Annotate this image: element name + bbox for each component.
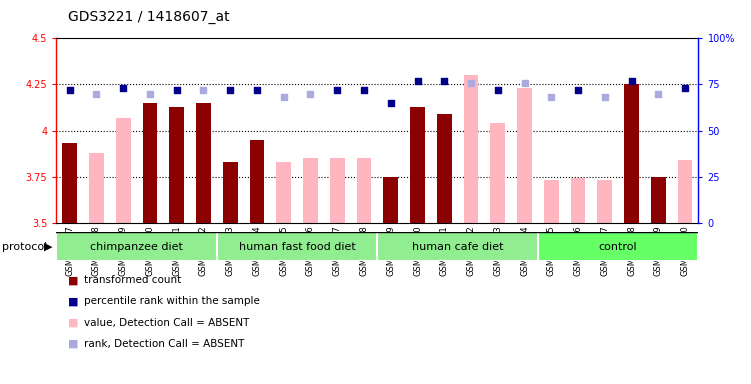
Text: protocol: protocol [2, 242, 47, 252]
Point [545, 94, 557, 101]
Point [117, 85, 129, 91]
Text: transformed count: transformed count [84, 275, 181, 285]
Point [412, 78, 424, 84]
Bar [463, 75, 478, 223]
Point [572, 87, 584, 93]
Point [492, 87, 504, 93]
Bar [249, 140, 264, 223]
Point [170, 87, 182, 93]
Point [626, 78, 638, 84]
Bar [276, 162, 291, 223]
Point [518, 79, 530, 86]
Bar [62, 144, 77, 223]
Text: human fast food diet: human fast food diet [239, 242, 355, 252]
Bar [544, 180, 559, 223]
Bar [437, 114, 451, 223]
Text: chimpanzee diet: chimpanzee diet [90, 242, 183, 252]
Point [198, 87, 210, 93]
Bar [170, 107, 184, 223]
Bar [377, 232, 538, 261]
Point [679, 85, 691, 91]
Bar [384, 177, 398, 223]
Bar [89, 153, 104, 223]
Bar [410, 107, 425, 223]
Text: ■: ■ [68, 318, 78, 328]
Bar [490, 123, 505, 223]
Point [653, 91, 665, 97]
Text: control: control [599, 242, 638, 252]
Point [144, 91, 156, 97]
Bar [651, 177, 665, 223]
Point [465, 79, 477, 86]
Point [225, 87, 237, 93]
Text: rank, Detection Call = ABSENT: rank, Detection Call = ABSENT [84, 339, 245, 349]
Point [599, 94, 611, 101]
Point [439, 78, 451, 84]
Point [251, 87, 263, 93]
Point [304, 91, 316, 97]
Bar [538, 232, 698, 261]
Point [385, 100, 397, 106]
Bar [517, 88, 532, 223]
Text: human cafe diet: human cafe diet [412, 242, 503, 252]
Text: ■: ■ [68, 275, 78, 285]
Bar [571, 179, 585, 223]
Bar [116, 118, 131, 223]
Text: GDS3221 / 1418607_at: GDS3221 / 1418607_at [68, 10, 229, 23]
Bar [223, 162, 237, 223]
Text: ▶: ▶ [44, 242, 52, 252]
Bar [196, 103, 211, 223]
Text: ■: ■ [68, 339, 78, 349]
Point [358, 87, 370, 93]
Bar [143, 103, 157, 223]
Bar [598, 180, 612, 223]
Point [90, 91, 102, 97]
Bar [217, 232, 377, 261]
Text: percentile rank within the sample: percentile rank within the sample [84, 296, 260, 306]
Bar [330, 158, 345, 223]
Text: value, Detection Call = ABSENT: value, Detection Call = ABSENT [84, 318, 249, 328]
Point [331, 87, 343, 93]
Bar [303, 158, 318, 223]
Bar [677, 160, 692, 223]
Text: ■: ■ [68, 296, 78, 306]
Bar [56, 232, 217, 261]
Bar [357, 158, 371, 223]
Point [64, 87, 76, 93]
Bar [624, 84, 639, 223]
Point [278, 94, 290, 101]
